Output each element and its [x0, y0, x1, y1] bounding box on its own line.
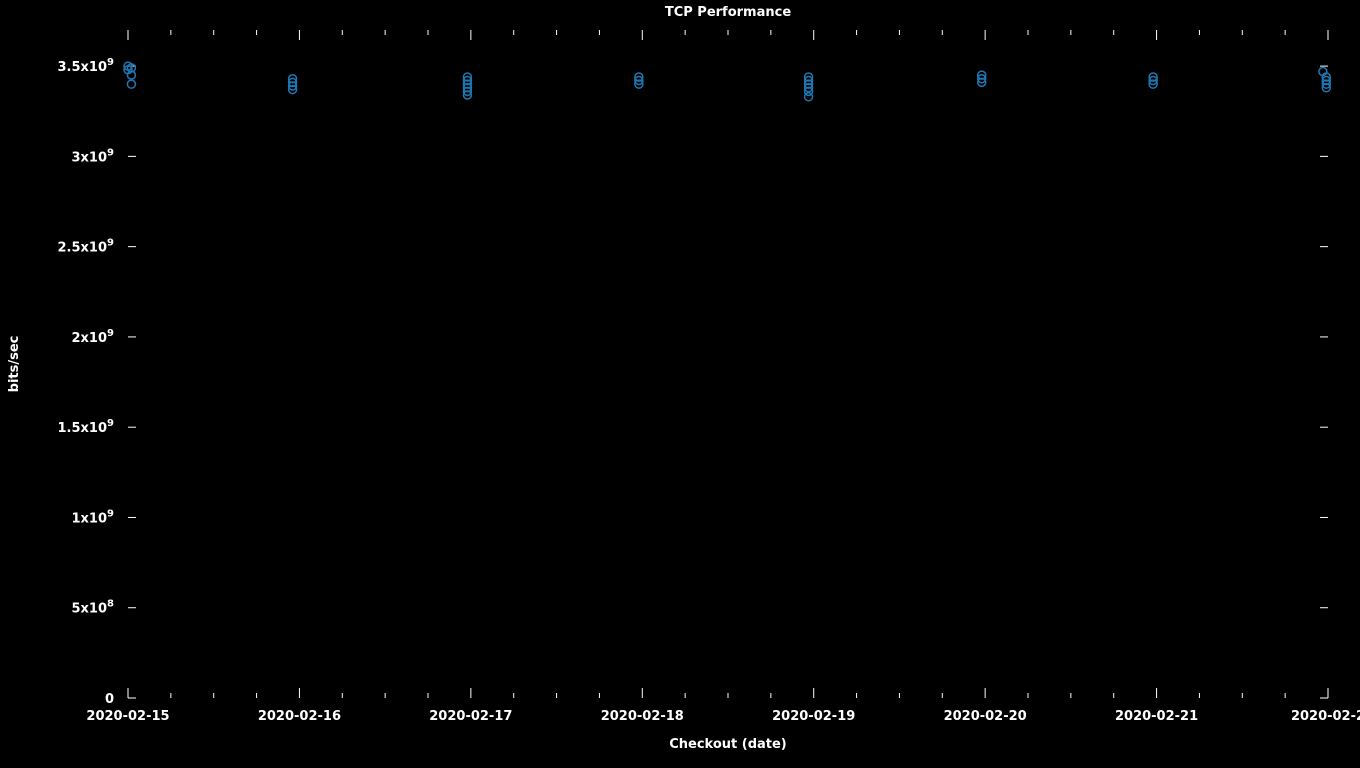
y-tick-label: 3.5x109	[58, 57, 115, 75]
x-axis: 2020-02-15 2020-02-16 2020-02-17 2020-02-18…	[86, 30, 1360, 724]
y-tick-label: 0	[105, 692, 114, 707]
x-tick-label: 2020-02-15	[86, 709, 169, 724]
x-tick-label: 2020-02-16	[258, 709, 341, 724]
data-point	[805, 93, 813, 101]
x-tick-label: 2020-02-21	[1115, 709, 1198, 724]
y-tick-label: 5x108	[72, 599, 115, 617]
y-axis: 0 5x108 1x109 1.5x109 2x109 2.5x109 3x109 3.5x1…	[58, 57, 1328, 707]
y-tick-label: 1.5x109	[58, 418, 115, 436]
chart-title: TCP Performance	[665, 5, 791, 20]
x-tick-label: 2020-02-17	[429, 709, 512, 724]
x-axis-label: Checkout (date)	[669, 737, 787, 752]
x-tick-label: 2020-02-18	[601, 709, 684, 724]
y-axis-label: bits/sec	[7, 336, 22, 393]
data-point	[127, 80, 135, 88]
y-tick-label: 3x109	[72, 147, 115, 165]
y-tick-label: 2x109	[72, 328, 115, 346]
y-tick-label: 1x109	[72, 508, 115, 526]
x-tick-label: 2020-02-2	[1291, 709, 1360, 724]
y-tick-label: 2.5x109	[58, 238, 115, 256]
plot-area	[124, 62, 1330, 101]
x-tick-label: 2020-02-20	[944, 709, 1027, 724]
x-tick-label: 2020-02-19	[772, 709, 855, 724]
